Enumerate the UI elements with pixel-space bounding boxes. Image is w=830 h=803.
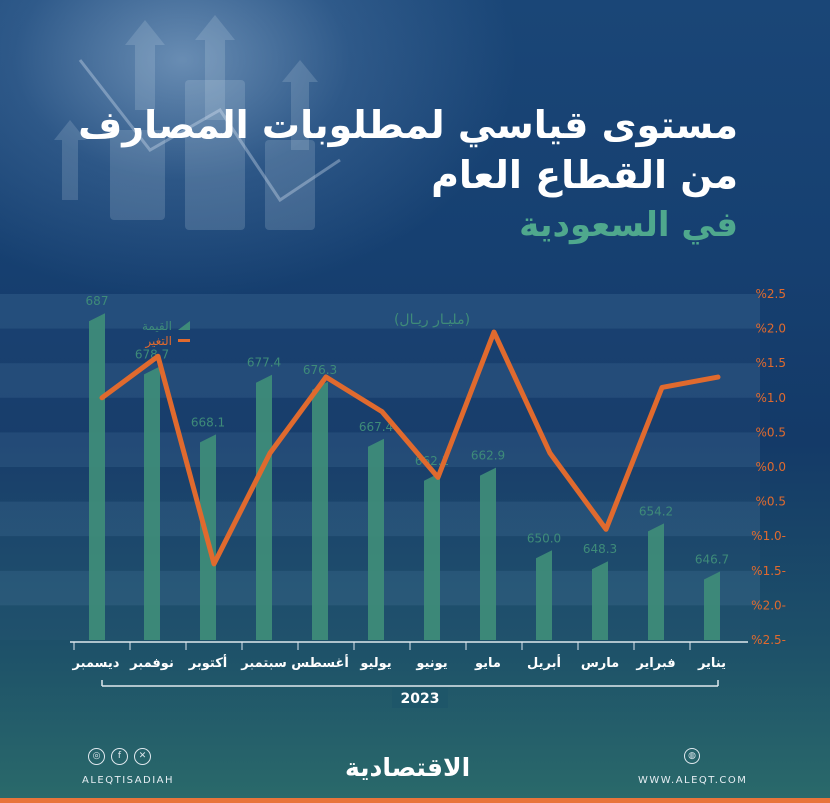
bar-11 [144,366,160,640]
right-axis-tick: %1.0 [756,391,787,405]
bar-value-label: 677.4 [247,356,281,370]
background-glow [0,0,520,300]
instagram-icon[interactable]: ◎ [88,748,105,765]
right-axis-tick: %1.5- [751,564,786,578]
legend-change-swatch [178,339,190,342]
globe-icon: ◍ [684,748,700,764]
x-axis-label: مارس [581,656,619,671]
x-axis-label: يوليو [359,656,391,671]
x-axis-label: أبريل [527,654,561,671]
x-axis-label: يناير [697,656,726,671]
bar-5 [480,467,496,640]
bar-value-label: 662.9 [471,449,505,463]
bar-value-label: 687 [86,294,109,308]
decorative-arrows-icon [54,15,341,230]
social-handle: ALEQTISADIAH [82,775,175,786]
x-axis-label: مايو [474,656,501,671]
bar-value-label: 646.7 [695,552,729,566]
right-axis-tick: %0.0 [756,460,787,474]
bar-9 [256,374,272,640]
x-axis-label: يونيو [415,656,447,671]
bar-value-label: 667.4 [359,420,393,434]
legend-value-label: القيمة [142,319,172,333]
x-axis-label: فبراير [635,656,675,671]
grid-band [0,397,760,433]
grid-band [0,363,760,398]
facebook-icon[interactable]: f [111,748,128,765]
chart-title-line2: من القطاع العام [431,153,738,197]
bar-1 [704,571,720,640]
grid-band [0,294,760,329]
unit-label: (مليـار ريـال) [394,312,470,328]
legend-change-label: التغير [144,334,172,349]
bar-8 [312,381,328,640]
legend-item-value: القيمة [142,319,190,333]
right-axis-tick: %0.5 [756,495,787,509]
change-line [99,329,721,567]
bar-6 [424,472,440,640]
brand-logo: الاقتصادية [345,753,471,782]
year-label: 2023 [401,691,440,707]
right-axis-tick: %2.5 [756,287,787,301]
chart: 646.7654.2648.3650.0662.9662.1667.4676.3… [0,287,787,708]
right-axis-tick: %0.5 [756,425,787,439]
bar-12 [89,313,105,640]
x-axis-label: سبتمبر [240,656,287,671]
social-icons: ◎ f ✕ [88,748,151,765]
chart-title-line1: مستوى قياسي لمطلوبات المصارف [78,103,738,147]
x-icon[interactable]: ✕ [134,748,151,765]
grid-band [0,328,760,364]
right-axis-tick: %1.0- [751,529,786,543]
bar-value-label: 648.3 [583,542,617,556]
chart-title-line3: في السعودية [519,205,738,245]
footer-accent-line [0,798,830,803]
legend-value-swatch [178,321,190,330]
bar-7 [368,438,384,640]
right-axis-tick: %2.5- [751,633,786,647]
bar-value-label: 654.2 [639,504,673,518]
x-axis-label: أكتوبر [188,654,227,671]
right-axis-tick: %1.5 [756,356,787,370]
bar-value-label: 650.0 [527,531,561,545]
bar-3 [592,561,608,640]
right-axis-tick: %2.0 [756,322,787,336]
bar-value-label: 676.3 [303,363,337,377]
website-link[interactable]: WWW.ALEQT.COM [638,775,748,786]
bar-4 [536,550,552,640]
right-axis-tick: %2.0- [751,598,786,612]
x-axis-label: ديسمبر [72,656,120,671]
legend-item-change: التغير [144,334,190,349]
title-block: مستوى قياسي لمطلوبات المصارف من القطاع ا… [78,100,738,250]
bar-2 [648,523,664,640]
x-axis-label: نوفمبر [129,656,174,671]
x-axis-label: أغسطس [291,654,349,671]
bar-value-label: 668.1 [191,415,225,429]
